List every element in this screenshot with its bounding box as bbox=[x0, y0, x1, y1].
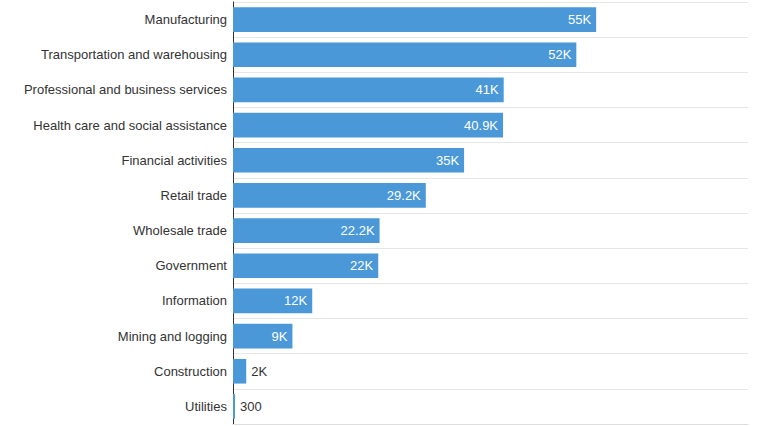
svg-text:Professional and business serv: Professional and business services bbox=[24, 82, 228, 97]
svg-text:Information: Information bbox=[162, 293, 227, 308]
svg-text:Transportation and warehousing: Transportation and warehousing bbox=[41, 47, 227, 62]
svg-text:35K: 35K bbox=[436, 153, 459, 168]
svg-text:Construction: Construction bbox=[154, 364, 227, 379]
svg-text:Financial activities: Financial activities bbox=[122, 153, 228, 168]
svg-text:Manufacturing: Manufacturing bbox=[145, 12, 227, 27]
svg-text:Utilities: Utilities bbox=[185, 399, 227, 414]
svg-text:55K: 55K bbox=[568, 12, 591, 27]
svg-text:9K: 9K bbox=[272, 329, 288, 344]
svg-text:Health care and social assista: Health care and social assistance bbox=[33, 118, 227, 133]
svg-text:12K: 12K bbox=[284, 293, 307, 308]
svg-text:22K: 22K bbox=[350, 258, 373, 273]
svg-text:Retail trade: Retail trade bbox=[161, 188, 227, 203]
svg-text:Government: Government bbox=[155, 258, 227, 273]
svg-text:29.2K: 29.2K bbox=[387, 188, 421, 203]
svg-text:52K: 52K bbox=[548, 47, 571, 62]
svg-text:41K: 41K bbox=[476, 82, 499, 97]
svg-text:2K: 2K bbox=[251, 364, 267, 379]
svg-text:40.9K: 40.9K bbox=[464, 118, 498, 133]
svg-text:300: 300 bbox=[240, 399, 262, 414]
svg-text:Wholesale trade: Wholesale trade bbox=[133, 223, 227, 238]
svg-text:Mining and logging: Mining and logging bbox=[118, 329, 227, 344]
svg-text:22.2K: 22.2K bbox=[341, 223, 375, 238]
